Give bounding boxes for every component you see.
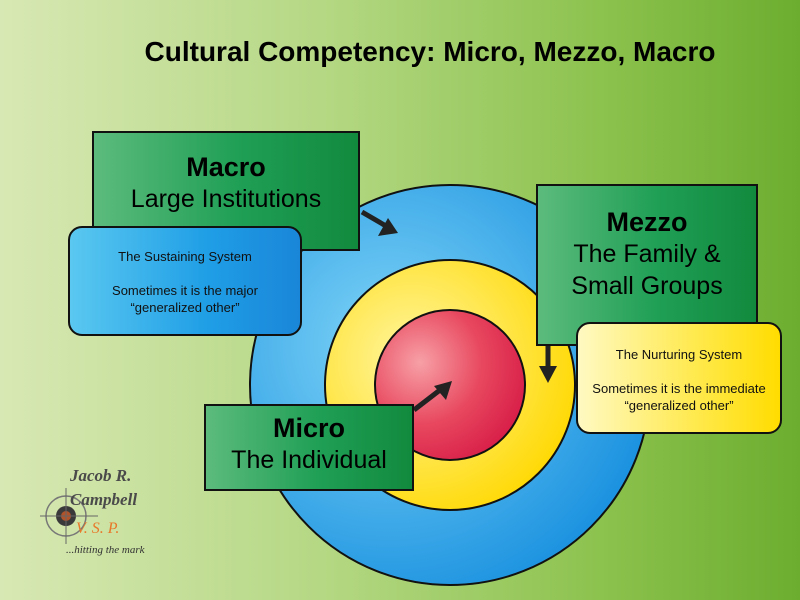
mezzo-heading: Mezzo — [606, 207, 688, 237]
mezzo-subtitle-line1: The Family & — [573, 240, 721, 268]
logo-name-line2: Campbell — [70, 490, 138, 509]
micro-heading: Micro — [272, 413, 345, 443]
logo-tagline: ...hitting the mark — [66, 544, 145, 556]
sustaining-desc-line1: Sometimes it is the major — [112, 283, 258, 298]
author-logo: Jacob R. Campbell V. S. P. ...hitting th… — [36, 458, 186, 568]
micro-box: Micro The Individual — [204, 404, 414, 491]
logo-name-line1: Jacob R. — [70, 466, 132, 485]
sustaining-title: The Sustaining System — [118, 249, 252, 264]
mezzo-box: Mezzo The Family & Small Groups — [536, 184, 758, 346]
sustaining-desc-line2: “generalized other” — [130, 300, 240, 315]
macro-subtitle: Large Institutions — [130, 185, 322, 213]
nurturing-system-callout: The Nurturing System Sometimes it is the… — [576, 322, 782, 434]
micro-subtitle: The Individual — [231, 446, 387, 474]
mezzo-subtitle-line2: Small Groups — [571, 272, 723, 300]
micro-arrow — [412, 381, 452, 412]
mezzo-arrow — [539, 345, 557, 383]
macro-arrow — [360, 209, 398, 236]
nurturing-desc-line1: Sometimes it is the immediate — [592, 381, 766, 396]
nurturing-title: The Nurturing System — [615, 347, 743, 362]
diagram-title: Cultural Competency: Micro, Mezzo, Macro — [144, 36, 716, 67]
logo-initials: V. S. P. — [76, 520, 120, 537]
sustaining-system-callout: The Sustaining System Sometimes it is th… — [68, 226, 302, 336]
macro-heading: Macro — [186, 152, 266, 182]
crosshair-icon — [40, 488, 98, 544]
nurturing-desc-line2: “generalized other” — [624, 398, 734, 413]
